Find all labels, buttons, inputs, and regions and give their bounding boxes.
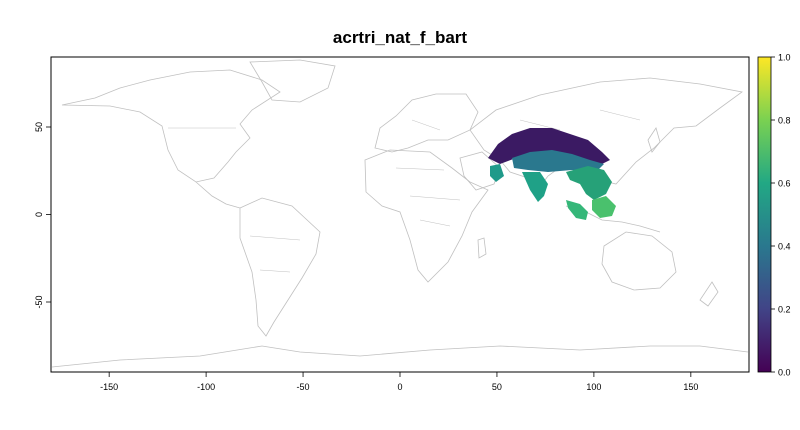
legend-tick-label: 0.8	[778, 116, 791, 126]
greenland-outline	[249, 59, 336, 103]
europe-outline	[374, 93, 479, 153]
range-malay-archipelago	[566, 200, 588, 220]
arabia-outline	[459, 151, 501, 191]
interior-borders	[168, 109, 641, 273]
antarctica-outline	[51, 345, 749, 368]
legend-tick-label: 0.6	[778, 179, 791, 189]
legend-colorbar	[757, 56, 772, 373]
japan-outline	[647, 127, 661, 153]
legend-axis: 0.0 0.2 0.4 0.6 0.8 1.0	[771, 53, 791, 378]
legend-tick-label: 1.0	[778, 53, 791, 63]
range-peninsular-india	[522, 172, 548, 202]
species-distribution-raster	[488, 128, 616, 220]
north-america-outline	[61, 69, 281, 183]
new-zealand-outline	[699, 281, 719, 307]
x-tick-label: -50	[297, 382, 310, 392]
africa-outline	[364, 149, 489, 283]
y-tick-label: 50	[34, 122, 44, 132]
x-tick-label: 100	[586, 382, 601, 392]
legend-tick-label: 0.0	[778, 368, 791, 378]
range-southeast-asia	[566, 166, 612, 200]
legend-tick-label: 0.2	[778, 305, 791, 315]
country-borders	[51, 59, 749, 368]
australia-outline	[601, 231, 677, 291]
x-tick-label: -100	[197, 382, 215, 392]
y-tick-label: -50	[34, 295, 44, 308]
x-tick-label: 50	[492, 382, 502, 392]
madagascar-outline	[477, 237, 487, 259]
y-tick-label: 0	[34, 212, 44, 217]
map-title: acrtri_nat_f_bart	[332, 28, 468, 47]
asia-outline	[469, 77, 743, 193]
range-indo-gangetic-plain	[512, 150, 604, 172]
south-america-outline	[239, 197, 321, 337]
central-america-outline	[195, 181, 241, 209]
x-tick-label: 150	[683, 382, 698, 392]
range-borneo-philippines	[592, 196, 616, 218]
plot-frame	[50, 56, 750, 373]
legend-tick-label: 0.4	[778, 242, 791, 252]
y-axis: -50 0 50	[34, 122, 51, 309]
x-tick-label: 0	[397, 382, 402, 392]
x-axis: -150 -100 -50 0 50 100 150	[100, 372, 698, 392]
x-tick-label: -150	[100, 382, 118, 392]
range-pakistan-coast	[490, 164, 504, 182]
